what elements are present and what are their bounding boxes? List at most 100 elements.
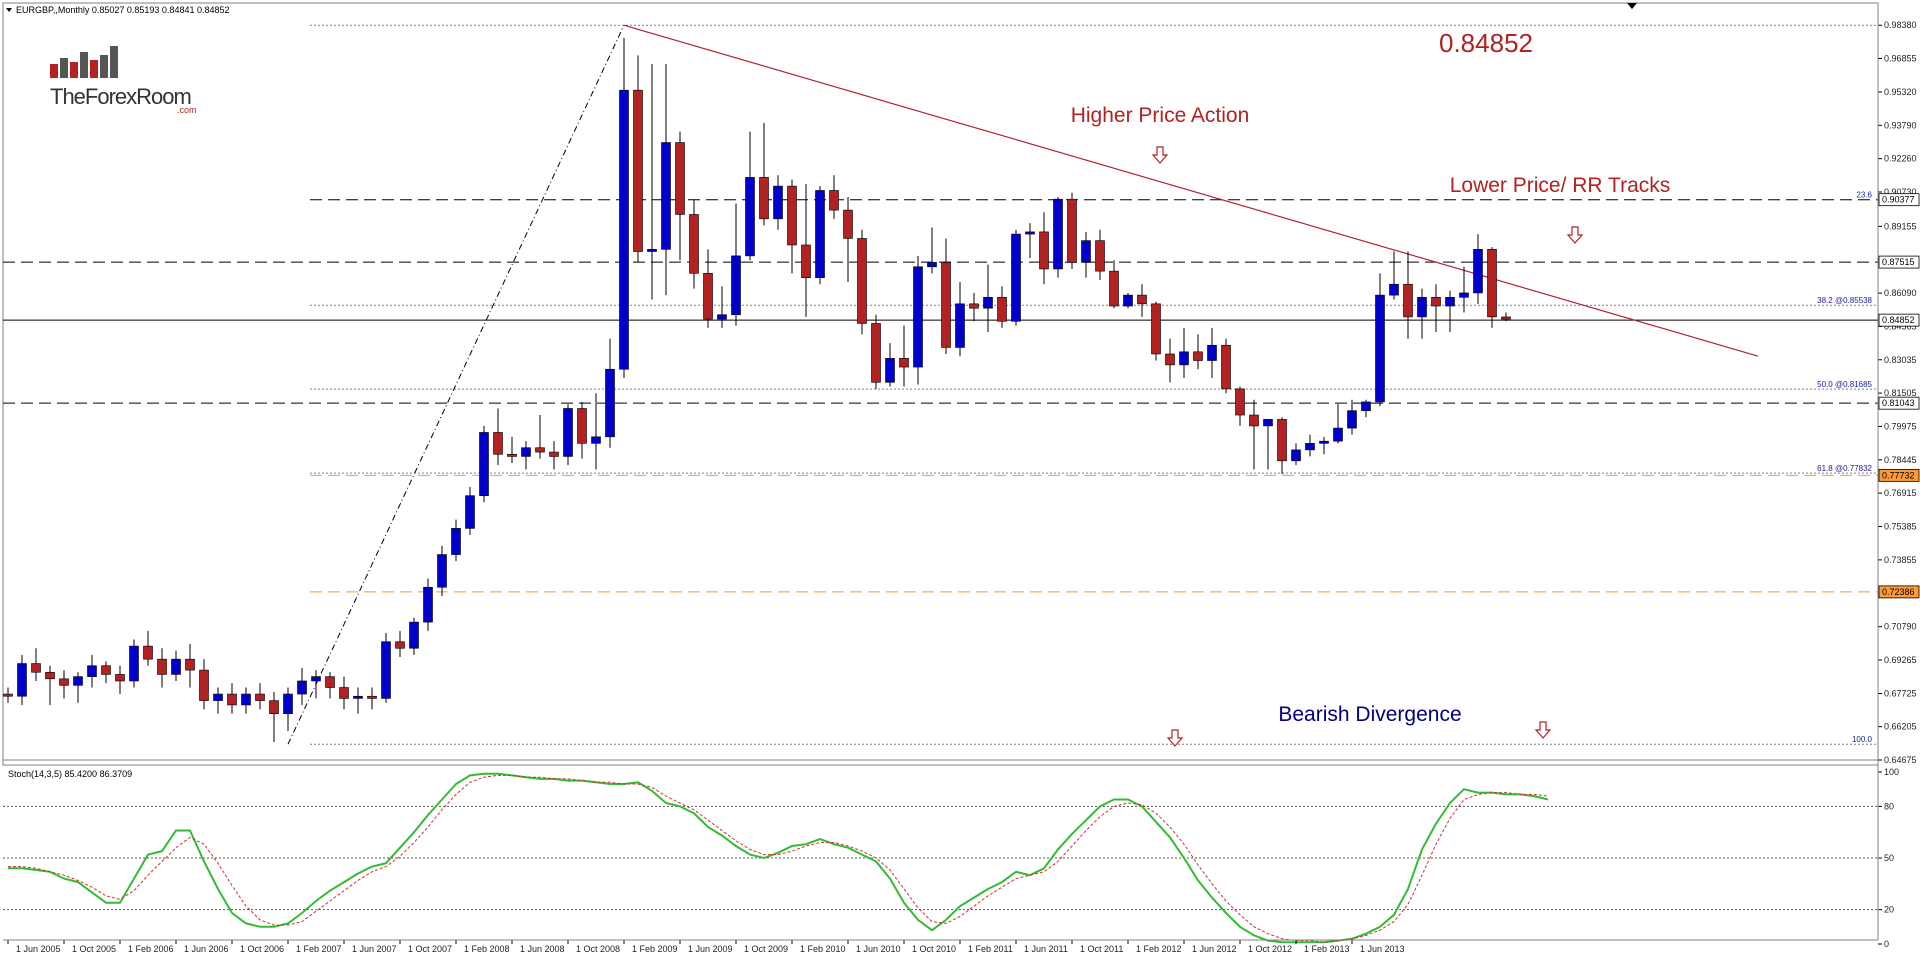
down-arrow-icon (1151, 146, 1169, 164)
candle-body (1011, 233, 1021, 322)
candle (101, 661, 111, 684)
candle (577, 401, 587, 459)
candle (479, 425, 489, 503)
candle-body (1319, 440, 1329, 444)
candle (45, 665, 55, 705)
candle-body (955, 303, 965, 348)
candle-body (199, 669, 209, 701)
candle-body (59, 678, 69, 686)
candle-body (451, 528, 461, 555)
candle (787, 179, 797, 274)
candle (1137, 284, 1147, 317)
candle (563, 404, 573, 466)
time-tick-label: 1 Oct 2010 (912, 944, 956, 954)
candle-body (563, 408, 573, 457)
candle-body (1501, 316, 1511, 320)
candle (969, 292, 979, 322)
candle (59, 670, 69, 699)
candle-body (31, 663, 41, 673)
candle (885, 343, 895, 387)
time-tick-label: 1 Jun 2009 (688, 944, 733, 954)
candle (143, 630, 153, 666)
time-tick-label: 1 Feb 2008 (464, 944, 510, 954)
candle-body (577, 408, 587, 444)
candle (1375, 273, 1385, 407)
candle-body (185, 658, 195, 671)
candle-body (213, 693, 223, 701)
candle-body (3, 693, 13, 697)
symbol-line: EURGBP,,Monthly 0.85027 0.85193 0.84841 … (16, 5, 230, 15)
fib-level-label: 50.0 @0.81685 (1817, 380, 1872, 389)
price-tag: 0.72386 (1878, 585, 1920, 599)
fib-level-label: 61.8 @0.77832 (1817, 464, 1872, 473)
candle (1081, 231, 1091, 278)
candle-body (367, 695, 377, 699)
candle-body (241, 693, 251, 706)
price-tick-label: 0.93790 (1884, 120, 1917, 130)
candle-body (157, 658, 167, 675)
candle (927, 227, 937, 274)
candle (633, 55, 643, 263)
fib-level-label: 23.6 (1856, 191, 1872, 200)
candle-body (1445, 296, 1455, 307)
candle (507, 436, 517, 463)
candle (549, 441, 559, 470)
price-tick-label: 0.70790 (1884, 622, 1917, 632)
candle (829, 175, 839, 219)
time-tick-label: 1 Oct 2005 (72, 944, 116, 954)
candle-body (605, 368, 615, 438)
candle (1389, 251, 1399, 300)
candle-body (129, 645, 139, 682)
candle-body (423, 586, 433, 623)
price-tag-label: 0.84852 (1882, 315, 1915, 325)
candle (227, 683, 237, 714)
fib-diagonal-line (287, 25, 625, 745)
candle-body (997, 296, 1007, 322)
price-tag-label: 0.81043 (1882, 398, 1915, 408)
stoch-title: Stoch(14,3,5) 85.4200 86.3709 (8, 769, 132, 779)
candle (241, 687, 251, 714)
price-tick-label: 0.98380 (1884, 20, 1917, 30)
time-tick-label: 1 Oct 2011 (1080, 944, 1123, 954)
time-tick-label: 1 Jun 2011 (1024, 944, 1068, 954)
candle (717, 286, 727, 328)
stoch-tick-label: 0 (1884, 939, 1889, 949)
candle (269, 691, 279, 743)
price-tick-label: 0.79975 (1884, 421, 1917, 431)
candle (311, 670, 321, 699)
candle (465, 486, 475, 535)
stochastic-indicator: 100 80 50 20 0 (3, 767, 1899, 949)
price-tick-label: 0.81505 (1884, 388, 1917, 398)
candle (1319, 436, 1329, 455)
candle-body (913, 266, 923, 368)
candle-body (773, 185, 783, 220)
candle (745, 131, 755, 261)
price-tick-label: 0.73855 (1884, 555, 1917, 565)
candle (283, 687, 293, 732)
price-tag-box (1878, 255, 1920, 269)
candle (1053, 197, 1063, 278)
candle (1151, 301, 1161, 361)
candle (1361, 399, 1371, 418)
candle (1263, 419, 1273, 470)
candle (213, 687, 223, 714)
menu-triangle-icon[interactable] (6, 8, 12, 12)
down-arrow-icon (1566, 226, 1584, 244)
shift-marker-icon[interactable] (1627, 3, 1637, 9)
candle-body (1193, 351, 1203, 361)
candle-body (633, 89, 643, 252)
down-arrow-icon (1166, 729, 1184, 747)
candle-body (1067, 198, 1077, 263)
candle-body (843, 209, 853, 239)
candle-body (45, 671, 55, 680)
price-tag-box (1878, 313, 1920, 327)
candle-body (759, 177, 769, 220)
candle-body (1263, 419, 1273, 427)
candle (1165, 338, 1175, 383)
candle (1501, 312, 1511, 322)
candle (87, 654, 97, 688)
candle-body (591, 436, 601, 444)
fib-level-label: 38.2 @0.85538 (1817, 296, 1872, 305)
candle-body (1123, 294, 1133, 307)
